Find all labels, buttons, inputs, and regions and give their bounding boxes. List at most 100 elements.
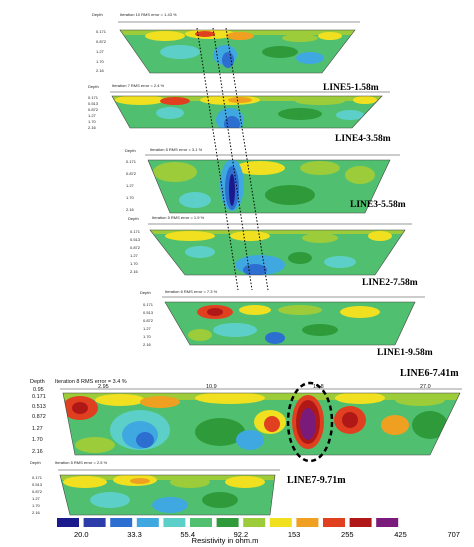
svg-text:0.513: 0.513 xyxy=(32,482,43,487)
depth-title: Depth xyxy=(88,84,99,89)
svg-text:2.16: 2.16 xyxy=(130,269,139,274)
top-offset: 0.95 xyxy=(33,387,44,393)
colorbar-swatch xyxy=(216,518,239,527)
depth-axis: 0.171 0.513 0.872 1.27 1.70 2.16 xyxy=(32,394,46,455)
svg-text:1.70: 1.70 xyxy=(126,195,135,200)
panel-line3: Depth Iteration 5 RMS error = 3.1 % 0.17… xyxy=(125,147,406,214)
colorbar-swatch xyxy=(136,518,159,527)
section-image xyxy=(148,160,390,213)
svg-text:0.872: 0.872 xyxy=(126,171,137,176)
colorbar-swatch xyxy=(243,518,266,527)
colorbar-value: 55.4 xyxy=(180,530,195,539)
depth-axis: 0.171 0.513 0.872 1.27 1.70 2.16 xyxy=(32,475,43,515)
depth-title: Depth xyxy=(92,12,103,17)
colorbar-swatch xyxy=(323,518,345,527)
svg-text:1.27: 1.27 xyxy=(126,183,135,188)
svg-text:2.16: 2.16 xyxy=(32,449,43,455)
colorbar-swatch xyxy=(296,518,319,527)
svg-text:1.27: 1.27 xyxy=(143,326,152,331)
svg-text:0.872: 0.872 xyxy=(32,414,46,420)
colorbar-value: 255 xyxy=(341,530,354,539)
line-label: LINE1-9.58m xyxy=(377,348,433,358)
svg-text:0.872: 0.872 xyxy=(88,107,99,112)
svg-text:0.171: 0.171 xyxy=(32,475,43,480)
svg-text:1.27: 1.27 xyxy=(88,113,97,118)
svg-text:0.872: 0.872 xyxy=(143,318,154,323)
colorbar-swatch xyxy=(376,518,399,527)
svg-text:0.171: 0.171 xyxy=(96,29,107,34)
panel-line7: Depth Iteration 5 RMS error = 2.5 % 0.17… xyxy=(30,460,346,516)
line-label: LINE4-3.58m xyxy=(335,134,391,144)
depth-title: Depth xyxy=(30,460,41,465)
colorbar-swatch xyxy=(83,518,106,527)
panel-line6: Depth Iteration 8 RMS error = 3.4 % 0.95… xyxy=(30,368,462,463)
colorbar: 20.0 33.3 55.4 92.2 153 255 425 707 Resistivity… xyxy=(57,518,460,545)
depth-axis: 0.171 0.513 0.872 1.27 1.70 2.16 xyxy=(130,229,141,274)
svg-text:2.16: 2.16 xyxy=(88,125,97,130)
anomaly-highlight xyxy=(286,381,334,463)
colorbar-swatch xyxy=(190,518,212,527)
svg-text:10.9: 10.9 xyxy=(206,384,217,390)
line-label: LINE3-5.58m xyxy=(350,200,406,210)
svg-text:0.872: 0.872 xyxy=(130,245,141,250)
svg-text:2.16: 2.16 xyxy=(32,510,41,515)
svg-text:27.0: 27.0 xyxy=(420,384,431,390)
iteration-text: Iteration 10 RMS error = 1.43 % xyxy=(120,12,177,17)
colorbar-value: 707 xyxy=(447,530,460,539)
section-image xyxy=(63,393,460,455)
svg-text:1.27: 1.27 xyxy=(130,253,139,258)
depth-title: Depth xyxy=(128,216,139,221)
depth-title: Depth xyxy=(125,148,136,153)
section-image xyxy=(165,302,415,345)
depth-axis: 0.171 0.872 1.27 1.70 2.16 xyxy=(126,159,137,212)
svg-text:2.16: 2.16 xyxy=(143,342,152,347)
section-image xyxy=(112,96,382,128)
colorbar-value: 33.3 xyxy=(127,530,142,539)
correlation-lines xyxy=(196,27,269,291)
svg-text:1.27: 1.27 xyxy=(96,49,105,54)
svg-text:0.513: 0.513 xyxy=(88,101,99,106)
svg-text:0.513: 0.513 xyxy=(32,404,46,410)
line-label: LINE7-9.71m xyxy=(287,475,346,486)
svg-text:1.70: 1.70 xyxy=(88,119,97,124)
depth-axis: 0.171 0.513 0.872 1.27 1.70 2.16 xyxy=(143,302,154,347)
svg-text:1.70: 1.70 xyxy=(32,503,41,508)
depth-axis: 0.171 0.513 0.872 1.27 1.70 2.16 xyxy=(88,95,99,130)
colorbar-swatch xyxy=(269,518,292,527)
svg-text:0.513: 0.513 xyxy=(130,237,141,242)
panel-line5: Depth Iteration 10 RMS error = 1.43 % 0.… xyxy=(92,12,379,93)
svg-text:1.70: 1.70 xyxy=(96,59,105,64)
section-image xyxy=(120,30,355,73)
iteration-text: Iteration 5 RMS error = 2.5 % xyxy=(55,460,108,465)
iteration-text: Iteration 5 RMS error = 1.9 % xyxy=(152,215,205,220)
panel-line1: Depth Iteration 6 RMS error = 7.3 % 0.17… xyxy=(140,289,433,358)
colorbar-swatch xyxy=(57,518,79,527)
svg-text:0.171: 0.171 xyxy=(143,302,154,307)
line-label: LINE2-7.58m xyxy=(362,278,418,288)
iteration-text: Iteration 8 RMS error = 3.4 % xyxy=(55,379,127,385)
colorbar-unit: Resistivity in ohm.m xyxy=(192,536,259,545)
panel-line2: Depth Iteration 5 RMS error = 1.9 % 0.17… xyxy=(128,215,418,288)
colorbar-value: 153 xyxy=(288,530,301,539)
svg-text:2.95: 2.95 xyxy=(98,384,109,390)
colorbar-swatch xyxy=(163,518,186,527)
svg-text:2.16: 2.16 xyxy=(96,68,105,73)
colorbar-swatches xyxy=(57,518,399,527)
colorbar-swatch xyxy=(349,518,372,527)
colorbar-labels: 20.0 33.3 55.4 92.2 153 255 425 707 xyxy=(74,530,460,539)
colorbar-swatch xyxy=(110,518,133,527)
line-label: LINE6-7.41m xyxy=(400,368,459,379)
depth-title: Depth xyxy=(140,290,151,295)
svg-text:0.171: 0.171 xyxy=(130,229,141,234)
svg-text:0.171: 0.171 xyxy=(32,394,46,400)
panel-line4: Depth Iteration 7 RMS error = 2.4 % 0.17… xyxy=(88,83,391,144)
svg-text:1.70: 1.70 xyxy=(32,437,43,443)
depth-title: Depth xyxy=(30,379,45,385)
depth-axis: 0.171 0.872 1.27 1.70 2.16 xyxy=(96,29,107,73)
svg-text:1.70: 1.70 xyxy=(130,261,139,266)
colorbar-value: 20.0 xyxy=(74,530,89,539)
iteration-text: Iteration 6 RMS error = 7.3 % xyxy=(165,289,218,294)
section-image xyxy=(60,475,275,515)
svg-text:0.872: 0.872 xyxy=(32,489,43,494)
